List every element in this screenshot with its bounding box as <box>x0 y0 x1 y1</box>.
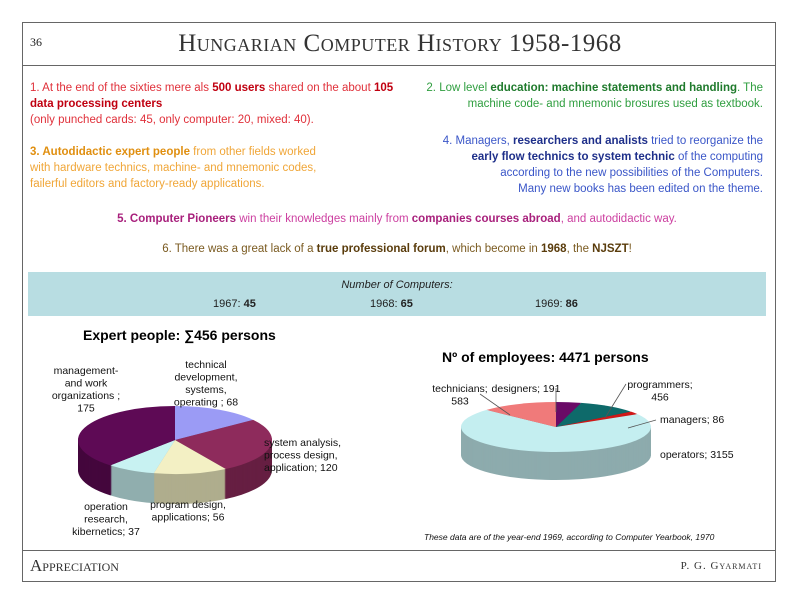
pie-slice <box>175 419 272 469</box>
pie-labels: technical development, systems, operating ;… <box>52 359 734 538</box>
text-segment: (only punched cards: 45, only computer: … <box>30 114 314 126</box>
year-count: 45 <box>243 298 256 310</box>
emphasis-text: researchers and analists <box>513 135 648 147</box>
text-segment: of the computing <box>674 151 763 163</box>
pie-slice <box>153 440 226 474</box>
text-segment: failerful editors and factory-ready appl… <box>30 178 265 190</box>
source-note: These data are of the year-end 1969, acc… <box>424 532 715 542</box>
text-segment: 1. At the end of the sixties mere als <box>30 82 213 94</box>
emphasis-text: 3. Autodidactic expert people <box>30 146 190 158</box>
slide-title: Hungarian Computer History 1958-1968 <box>178 30 622 57</box>
footer-divider <box>22 550 776 551</box>
pie-slice-label: system analysis, process design, applicati… <box>264 437 341 474</box>
text-segment: , which become in <box>445 243 541 255</box>
year-count: 65 <box>400 298 413 310</box>
year-label: 1969: <box>535 298 566 310</box>
bullet-item-6: 6. There was a great lack of a true prof… <box>28 241 766 257</box>
year-count-1969: 1969: 86 <box>535 298 578 310</box>
text-segment: 6. There was a great lack of a <box>162 243 317 255</box>
bullet-item-4: 4. Managers, researchers and analists tr… <box>380 133 763 197</box>
employees-chart-title: Nº of employees: 4471 persons <box>442 349 649 365</box>
computers-count-band: Number of Computers: 1967: 45 1968: 65 1… <box>28 272 766 316</box>
pie-slice <box>556 411 638 427</box>
pie-slice-label: designers; 191 <box>492 383 561 395</box>
text-segment: 4. Managers, <box>442 135 514 147</box>
pie-slice <box>110 440 175 474</box>
text-segment: , the <box>566 243 593 255</box>
pie-slice-label: technical development, systems, operating ;… <box>174 359 238 409</box>
bullet-item-5: 5. Computer Pioneers win their knowledge… <box>28 211 766 227</box>
text-segment: tried to reorganize the <box>647 135 763 147</box>
leader-line <box>627 419 657 429</box>
emphasis-text: early flow technics to system technic <box>471 151 675 163</box>
slide-frame <box>22 22 776 582</box>
pie-slice-label: technicians; 583 <box>432 383 487 408</box>
page-number: 36 <box>30 35 42 49</box>
text-segment: shared on the about <box>265 82 374 94</box>
pie-slice <box>175 406 254 440</box>
pie-slice-label: program design, applications; 56 <box>150 499 226 524</box>
text-segment: machine code- and mnemonic brosures used… <box>467 98 763 110</box>
text-segment: ! <box>628 243 632 255</box>
pie-slice <box>556 402 582 427</box>
emphasis-text: 5. Computer Pioneers <box>117 213 237 225</box>
text-segment: 2. Low level <box>426 82 491 94</box>
employees-pie <box>460 402 652 480</box>
text-segment: , and autodidactic way. <box>560 213 677 225</box>
emphasis-text: true professional forum <box>316 243 446 255</box>
year-count: 86 <box>565 298 578 310</box>
pie-slice-label: operation research, kibernetics; 37 <box>72 501 140 538</box>
pie-slice-label: programmers; 456 <box>627 379 692 404</box>
header-divider <box>22 65 776 66</box>
year-count-1968: 1968: 65 <box>370 298 413 310</box>
text-segment: according to the new possibilities of th… <box>500 167 763 179</box>
emphasis-text: education: machine statements and handli… <box>490 82 737 94</box>
emphasis-text: NJSZT <box>592 243 629 255</box>
footer-author: P. G. Gyarmati <box>680 560 762 572</box>
text-segment: win their knowledges mainly from <box>236 213 412 225</box>
leader-line <box>479 393 511 416</box>
text-segment: Many new books has been edited on the th… <box>518 183 763 195</box>
bullet-item-2: 2. Low level education: machine statemen… <box>380 80 763 112</box>
emphasis-text: companies courses abroad <box>411 213 561 225</box>
year-label: 1967: <box>213 298 244 310</box>
pie-slice <box>77 406 175 466</box>
pie-slice <box>486 402 556 427</box>
expert-pie <box>77 406 272 504</box>
emphasis-text: 105 data processing centers <box>30 82 394 110</box>
pie-slice-label: operators; 3155 <box>660 449 734 461</box>
footer-section: Appreciation <box>30 556 119 575</box>
bullet-item-3: 3. Autodidactic expert people from other… <box>30 144 400 192</box>
bullet-item-1: 1. At the end of the sixties mere als 50… <box>30 80 400 128</box>
pie-slice-label: management-and work organizations ; 175 <box>52 365 120 415</box>
year-label: 1968: <box>370 298 401 310</box>
text-segment: . The <box>737 82 763 94</box>
emphasis-text: 1968 <box>541 243 567 255</box>
leader-line <box>604 383 627 419</box>
pie-slice <box>556 402 631 427</box>
emphasis-text: 500 users <box>212 82 266 94</box>
expert-chart-title: Expert people: ∑456 persons <box>83 327 276 344</box>
year-count-1967: 1967: 45 <box>213 298 256 310</box>
text-segment: from other fields worked <box>189 146 316 158</box>
pie-slice <box>461 409 651 452</box>
computers-label: Number of Computers: <box>341 279 453 291</box>
pie-slice-label: managers; 86 <box>660 414 724 426</box>
text-segment: with hardware technics, machine- and mne… <box>30 162 317 174</box>
